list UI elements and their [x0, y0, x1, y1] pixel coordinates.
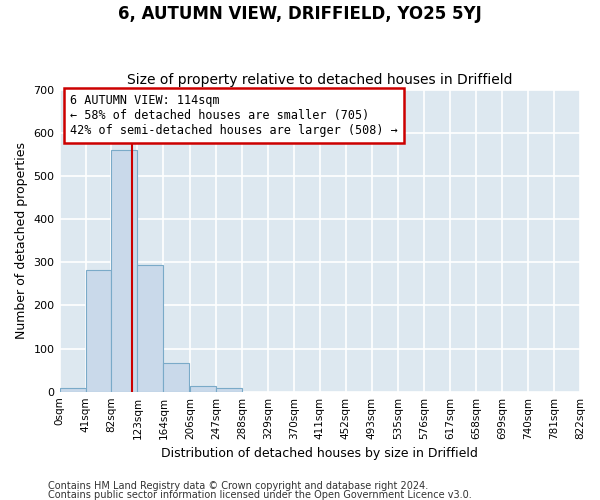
Text: Contains HM Land Registry data © Crown copyright and database right 2024.: Contains HM Land Registry data © Crown c…: [48, 481, 428, 491]
Bar: [190, 386, 216, 392]
Text: 6, AUTUMN VIEW, DRIFFIELD, YO25 5YJ: 6, AUTUMN VIEW, DRIFFIELD, YO25 5YJ: [118, 5, 482, 23]
Bar: [216, 388, 242, 392]
Text: Contains public sector information licensed under the Open Government Licence v3: Contains public sector information licen…: [48, 490, 472, 500]
Title: Size of property relative to detached houses in Driffield: Size of property relative to detached ho…: [127, 73, 512, 87]
Y-axis label: Number of detached properties: Number of detached properties: [15, 142, 28, 339]
Bar: [163, 363, 190, 392]
Bar: [112, 150, 137, 392]
Bar: [59, 388, 86, 392]
Bar: [86, 270, 112, 392]
Bar: [137, 265, 163, 392]
Text: 6 AUTUMN VIEW: 114sqm
← 58% of detached houses are smaller (705)
42% of semi-det: 6 AUTUMN VIEW: 114sqm ← 58% of detached …: [70, 94, 398, 137]
X-axis label: Distribution of detached houses by size in Driffield: Distribution of detached houses by size …: [161, 447, 478, 460]
